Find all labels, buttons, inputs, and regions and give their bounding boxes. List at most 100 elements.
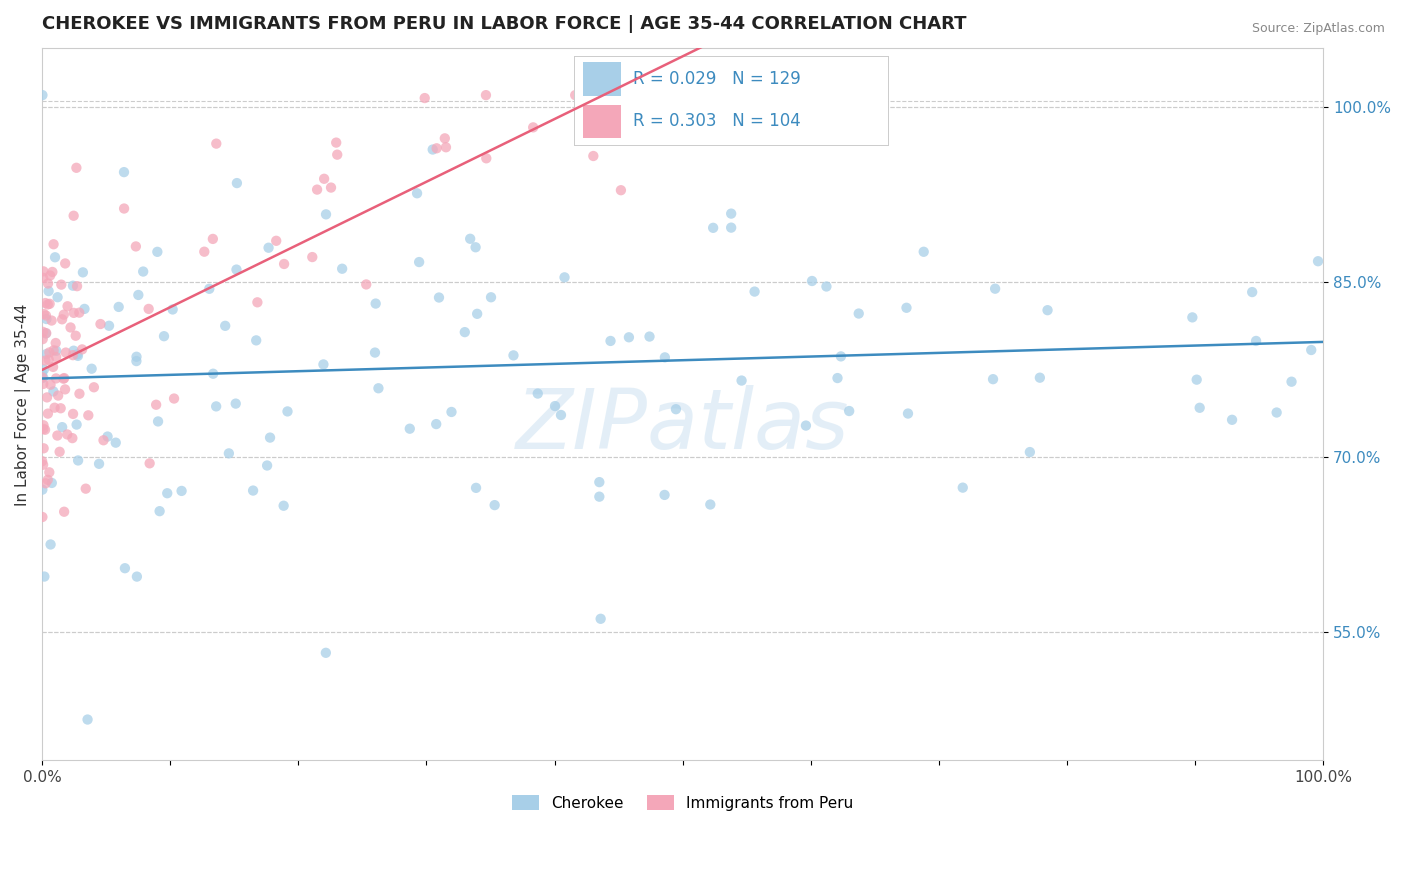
Point [38, 297, 60, 311]
Text: CHEROKEE VS IMMIGRANTS FROM PERU IN LABOR FORCE | AGE 35-44 CORRELATION CHART: CHEROKEE VS IMMIGRANTS FROM PERU IN LABO… [42, 15, 966, 33]
Point [720, 220, 742, 235]
Point [651, 88, 673, 103]
Point [138, 301, 160, 316]
Point [433, 131, 456, 145]
Y-axis label: In Labor Force | Age 35-44: In Labor Force | Age 35-44 [15, 303, 31, 506]
Point [39, 377, 62, 392]
Point [125, 354, 148, 368]
Point [62, 209, 84, 223]
Point [75, 482, 97, 496]
Point [1244, 334, 1267, 348]
Point [225, 176, 247, 190]
Point [31, 510, 53, 524]
Point [202, 367, 225, 381]
Point [406, 186, 429, 201]
Point [522, 120, 544, 135]
Point [1188, 401, 1211, 415]
Point [434, 140, 457, 154]
Point [408, 255, 430, 269]
Point [31, 366, 53, 380]
Point [1036, 303, 1059, 318]
Point [66, 279, 89, 293]
Point [45, 343, 67, 358]
Point [422, 143, 444, 157]
Point [1281, 375, 1303, 389]
Point [897, 407, 920, 421]
Point [354, 277, 377, 292]
Point [307, 183, 329, 197]
Point [97, 429, 120, 443]
Point [83, 380, 105, 394]
Point [51, 420, 73, 434]
Point [125, 239, 148, 253]
Point [62, 306, 84, 320]
Point [599, 334, 621, 348]
Point [35, 326, 58, 341]
Point [125, 569, 148, 583]
Point [665, 402, 688, 417]
Point [550, 408, 572, 422]
Point [32, 422, 55, 436]
Point [32, 376, 55, 391]
Point [276, 404, 298, 418]
Point [62, 348, 84, 362]
Point [46, 290, 69, 304]
Point [484, 498, 506, 512]
Point [67, 306, 90, 320]
Point [330, 261, 353, 276]
Point [112, 202, 135, 216]
Point [62, 343, 84, 358]
Point [32, 370, 55, 384]
Point [319, 180, 342, 194]
Point [45, 350, 67, 364]
Point [1241, 285, 1264, 299]
Point [242, 483, 264, 498]
Point [1181, 310, 1204, 325]
Point [146, 244, 169, 259]
Point [440, 405, 463, 419]
Point [45, 336, 67, 351]
Point [257, 241, 280, 255]
Point [364, 296, 387, 310]
Point [38, 465, 60, 479]
Point [32, 325, 55, 339]
Point [80, 361, 103, 376]
Point [398, 422, 420, 436]
Point [1265, 405, 1288, 419]
Point [848, 307, 870, 321]
Point [114, 561, 136, 575]
Point [32, 362, 55, 376]
Point [564, 88, 586, 103]
Point [32, 458, 55, 472]
Point [162, 302, 184, 317]
Point [952, 481, 974, 495]
Point [72, 265, 94, 279]
Point [912, 244, 935, 259]
Point [53, 505, 76, 519]
Point [554, 270, 576, 285]
Point [31, 88, 53, 103]
Point [454, 325, 477, 339]
Point [367, 381, 389, 395]
Point [37, 473, 59, 487]
Point [364, 345, 387, 359]
Point [582, 149, 605, 163]
Point [77, 409, 100, 423]
Point [413, 91, 436, 105]
Point [39, 268, 62, 283]
Point [32, 442, 55, 456]
Point [163, 392, 186, 406]
Point [76, 713, 98, 727]
Point [34, 423, 56, 437]
Point [1220, 413, 1243, 427]
Point [149, 504, 172, 518]
Point [31, 370, 53, 384]
Point [153, 329, 176, 343]
Point [730, 374, 752, 388]
Point [609, 88, 631, 103]
Point [325, 136, 347, 150]
Point [156, 486, 179, 500]
Text: ZIPatlas: ZIPatlas [516, 385, 849, 467]
Point [41, 313, 63, 327]
Point [425, 417, 447, 431]
